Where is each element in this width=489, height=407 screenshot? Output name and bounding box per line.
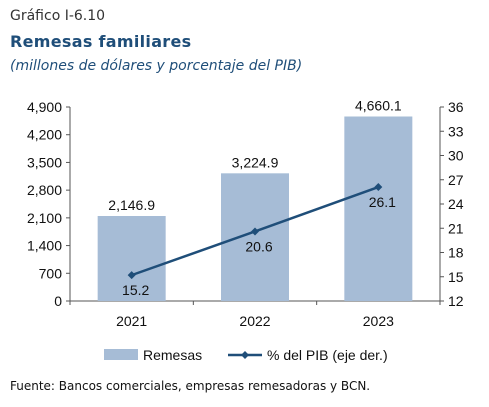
y-right-tick-label: 30 [448, 148, 464, 164]
bars [97, 116, 413, 302]
y-left-tick-label: 1,400 [27, 238, 62, 254]
line-series [127, 183, 383, 280]
y-left-tick-label: 700 [39, 265, 63, 281]
legend-swatch-remesas [104, 349, 138, 360]
y-right-tick-label: 15 [448, 269, 464, 285]
bar [221, 173, 289, 301]
y-left-tick-label: 4,900 [27, 99, 62, 115]
x-tick-label: 2022 [239, 313, 270, 329]
bar [97, 216, 166, 301]
y-right-tick-label: 27 [448, 172, 464, 188]
bar [344, 116, 413, 302]
bar-data-label: 4,660.1 [355, 97, 402, 113]
y-left-tick-label: 4,200 [27, 127, 62, 143]
pib-data-label: 20.6 [245, 238, 272, 254]
x-tick-label: 2023 [363, 313, 394, 329]
pib-point [127, 271, 136, 280]
y-left-tick-label: 2,800 [27, 182, 62, 198]
y-right-tick-label: 36 [448, 99, 464, 115]
y-right-tick-label: 21 [448, 220, 464, 236]
bar-data-label: 3,224.9 [232, 154, 279, 170]
y-left-tick-label: 3,500 [27, 154, 62, 170]
y-left-tick-label: 0 [54, 293, 62, 309]
source-note: Fuente: Bancos comerciales, empresas rem… [10, 379, 371, 393]
legend: Remesas % del PIB (eje der.) [104, 347, 388, 363]
chart-subtitle: (millones de dólares y porcentaje del PI… [10, 58, 303, 74]
y-left-tick-label: 2,100 [27, 210, 62, 226]
chart-title: Remesas familiares [10, 32, 192, 51]
pib-point [374, 183, 383, 192]
figure-label: Gráfico I-6.10 [10, 8, 106, 24]
pib-data-label: 15.2 [122, 282, 149, 298]
legend-marker-pib [241, 351, 249, 359]
y-right-tick-label: 18 [448, 245, 464, 261]
y-right-tick-label: 24 [448, 196, 464, 212]
axes: 0 700 1,400 2,100 2,800 3,500 4,200 4,900 12 15 18… [27, 99, 464, 329]
legend-label-remesas: Remesas [143, 347, 202, 363]
pib-data-label: 26.1 [369, 194, 396, 210]
y-right-tick-label: 12 [448, 293, 464, 309]
legend-label-pib: % del PIB (eje der.) [267, 347, 388, 363]
pib-point [251, 227, 259, 236]
bar-data-label: 2,146.9 [108, 197, 155, 213]
data-labels: 2,146.9 3,224.9 4,660.1 15.2 20.6 26.1 [108, 97, 402, 298]
y-right-tick-label: 33 [448, 123, 464, 139]
x-tick-label: 2021 [116, 313, 147, 329]
chart-canvas: 0 700 1,400 2,100 2,800 3,500 4,200 4,900 12 15 18… [27, 97, 464, 363]
